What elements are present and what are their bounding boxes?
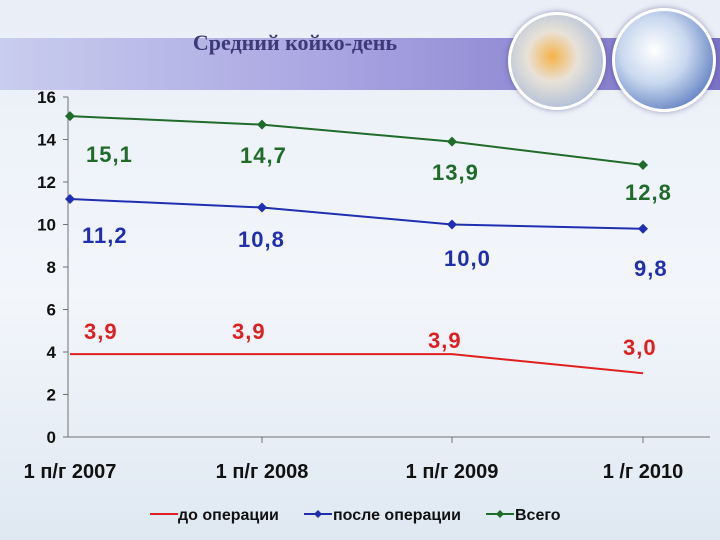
data-label: 3,9 <box>84 319 118 344</box>
data-label: 13,9 <box>432 160 479 185</box>
legend-label: до операции <box>178 507 279 524</box>
x-tick-label: 1 п/г 2009 <box>406 461 499 483</box>
legend-label: после операции <box>333 507 461 524</box>
y-tick-label: 4 <box>47 343 57 362</box>
x-tick-label: 1 п/г 2007 <box>24 461 117 483</box>
x-tick-label: 1 п/г 2008 <box>216 461 309 483</box>
data-point <box>257 202 267 213</box>
data-label: 10,0 <box>444 246 491 271</box>
data-label: 14,7 <box>240 143 287 168</box>
data-point <box>447 136 457 147</box>
data-labels: 3,9 3,9 3,9 3,0 11,2 10,8 10,0 9,8 15,1 14,7 13,9 1… <box>82 142 672 360</box>
data-label: 12,8 <box>625 180 672 205</box>
legend-label: Всего <box>515 507 561 524</box>
data-point <box>638 160 648 170</box>
legend: до операции после операции Всего <box>150 507 561 524</box>
data-label: 10,8 <box>238 227 285 252</box>
y-tick-label: 8 <box>47 258 56 277</box>
data-label: 15,1 <box>86 142 133 167</box>
y-tick-label: 12 <box>37 173 56 192</box>
data-label: 3,9 <box>232 319 266 344</box>
legend-marker <box>314 510 322 518</box>
y-tick-labels: 0 2 4 6 8 10 12 14 16 <box>37 88 56 447</box>
series-line <box>70 353 644 375</box>
chart-title: Средний койко-день <box>192 30 398 55</box>
data-point <box>638 223 648 234</box>
y-tick-label: 6 <box>47 301 56 320</box>
y-tick-label: 0 <box>47 428 56 447</box>
data-point <box>65 111 75 122</box>
series-group <box>65 111 648 375</box>
legend-marker <box>496 510 504 518</box>
y-tick-label: 2 <box>47 386 56 405</box>
data-label: 3,0 <box>623 335 657 360</box>
data-label: 3,9 <box>428 328 462 353</box>
medication-photo <box>508 12 606 110</box>
y-tick-label: 16 <box>37 88 56 107</box>
y-tick-label: 10 <box>37 216 56 235</box>
data-point <box>447 219 457 230</box>
chart-axes <box>63 96 710 443</box>
y-tick-label: 14 <box>37 131 56 150</box>
data-point <box>257 119 267 130</box>
series-line <box>69 198 644 230</box>
x-tick-label: 1 /г 2010 <box>603 461 684 483</box>
data-label: 11,2 <box>82 223 128 248</box>
series-line <box>69 115 644 166</box>
x-tick-labels: 1 п/г 2007 1 п/г 2008 1 п/г 2009 1 /г 2010 <box>24 461 684 483</box>
data-label: 9,8 <box>634 256 668 281</box>
data-point <box>65 194 75 204</box>
surgery-photo <box>612 8 716 112</box>
